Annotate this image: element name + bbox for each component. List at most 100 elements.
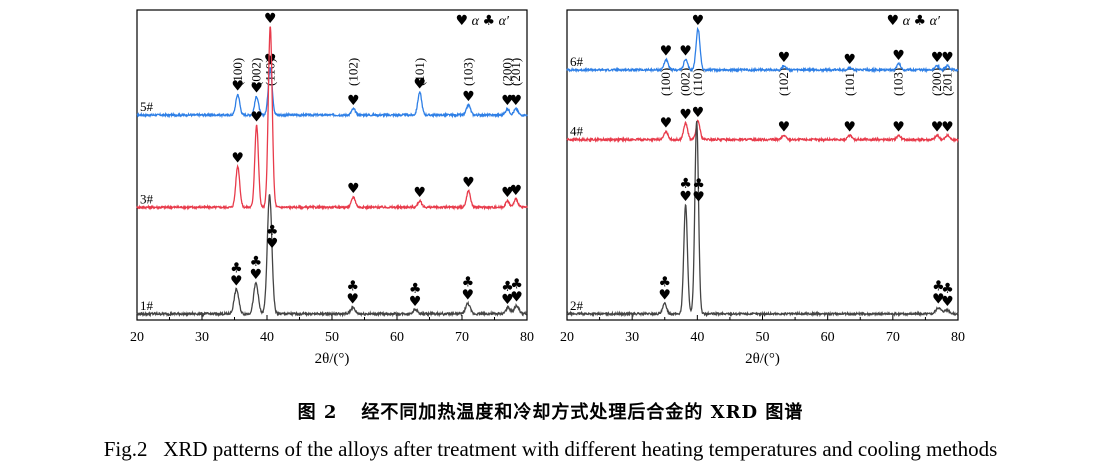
hkl-label: (002): [249, 58, 264, 86]
alpha-prime-marker: ♣: [941, 281, 954, 297]
alpha-marker: ♥: [231, 79, 244, 95]
alpha-marker: ♥: [347, 93, 360, 109]
hkl-label: (103): [461, 58, 476, 86]
legend-alpha-prime-symbol: ♣: [914, 13, 927, 29]
x-tick-label: 80: [951, 330, 965, 345]
x-tick-label: 60: [390, 330, 404, 345]
series-label-1#: 1#: [140, 298, 154, 313]
caption-en-label: Fig.2: [103, 437, 148, 461]
hkl-label: (102): [776, 68, 791, 96]
x-tick-label: 40: [260, 330, 274, 345]
x-tick-label: 50: [756, 330, 770, 345]
alpha-marker: ♥: [931, 120, 944, 136]
alpha-marker: ♥: [501, 185, 514, 201]
x-tick-label: 70: [886, 330, 900, 345]
alpha-marker: ♥: [892, 48, 905, 64]
alpha-marker: ♥: [409, 294, 422, 310]
caption-cn-label: 图 2: [297, 402, 338, 423]
hkl-label: (200): [929, 68, 944, 96]
alpha-marker: ♥: [692, 105, 705, 121]
chart-panel-left: 20 30 40 50 60 70 80 2θ/(°) ♥ α ♣ α′ (100) (002) (1…: [130, 9, 534, 367]
legend: ♥ α ♣ α′: [456, 13, 510, 29]
hkl-label: (201): [508, 58, 523, 86]
alpha-marker: ♥: [941, 120, 954, 136]
series-label-4#: 4#: [570, 124, 584, 139]
alpha-marker: ♥: [264, 52, 277, 68]
alpha-marker: ♥: [510, 93, 523, 109]
legend-alpha-label: α: [899, 14, 913, 29]
alpha-marker: ♥: [347, 292, 360, 308]
x-tick-label: 20: [130, 330, 144, 345]
caption-english: Fig.2 XRD patterns of the alloys after t…: [0, 437, 1101, 462]
alpha-marker: ♥: [462, 175, 475, 191]
alpha-marker: ♥: [778, 120, 791, 136]
x-tick-label: 50: [325, 330, 339, 345]
alpha-marker: ♥: [941, 50, 954, 66]
series-line-3#: [136, 26, 528, 211]
x-axis-label: 2θ/(°): [745, 351, 780, 367]
series-label-2#: 2#: [570, 298, 584, 313]
hkl-label: (200): [500, 58, 515, 86]
legend: ♥ α ♣ α′: [887, 13, 941, 29]
hkl-label: (102): [345, 58, 360, 86]
alpha-marker: ♥: [844, 120, 857, 136]
alpha-prime-marker: ♣: [932, 279, 945, 295]
legend-alpha-symbol: ♥: [887, 13, 900, 29]
alpha-prime-marker: ♣: [347, 279, 360, 295]
alpha-prime-marker: ♣: [230, 260, 243, 276]
alpha-marker: ♥: [510, 183, 523, 199]
series-line-1#: [136, 194, 528, 318]
alpha-marker: ♥: [679, 44, 692, 60]
series-line-2#: [566, 120, 959, 318]
alpha-marker: ♥: [250, 267, 263, 283]
x-tick-label: 20: [560, 330, 574, 345]
alpha-marker: ♥: [510, 290, 523, 306]
alpha-marker: ♥: [264, 11, 277, 27]
hkl-label: (201): [940, 68, 955, 96]
alpha-marker: ♥: [462, 288, 475, 304]
series-label-6#: 6#: [570, 54, 584, 69]
hkl-label: (100): [658, 68, 673, 96]
hkl-label: (100): [230, 58, 245, 86]
x-tick-label: 80: [520, 330, 534, 345]
alpha-marker: ♥: [250, 81, 263, 97]
alpha-marker: ♥: [692, 189, 705, 205]
alpha-prime-marker: ♣: [250, 254, 263, 270]
hkl-label: (002): [678, 68, 693, 96]
hkl-label: (103): [891, 68, 906, 96]
alpha-marker: ♥: [501, 292, 514, 308]
series-line-4#: [566, 119, 959, 144]
legend-alpha-prime-label: α′: [926, 14, 941, 29]
alpha-prime-marker: ♣: [501, 279, 514, 295]
x-tick-label: 30: [195, 330, 209, 345]
alpha-marker: ♥: [413, 185, 426, 201]
hkl-label: (101): [412, 58, 427, 86]
alpha-marker: ♥: [892, 120, 905, 136]
legend-alpha-prime-label: α′: [495, 14, 510, 29]
x-tick-label: 30: [625, 330, 639, 345]
alpha-marker: ♥: [231, 150, 244, 166]
alpha-marker: ♥: [658, 288, 671, 304]
x-tick-label: 40: [690, 330, 704, 345]
series-label-3#: 3#: [140, 191, 154, 206]
x-axis-label: 2θ/(°): [315, 351, 350, 367]
alpha-prime-marker: ♣: [462, 275, 475, 291]
alpha-marker: ♥: [660, 115, 673, 131]
alpha-marker: ♥: [347, 181, 360, 197]
alpha-prime-marker: ♣: [679, 176, 692, 192]
alpha-prime-marker: ♣: [510, 277, 523, 293]
alpha-marker: ♥: [660, 44, 673, 60]
hkl-label: (101): [842, 68, 857, 96]
caption-cn-text: 经不同加热温度和冷却方式处理后合金的 XRD 图谱: [361, 402, 804, 423]
series-line-5#: [136, 67, 528, 119]
hkl-label: (110): [690, 68, 705, 96]
legend-alpha-prime-symbol: ♣: [483, 13, 496, 29]
series-line-6#: [566, 26, 959, 74]
alpha-marker: ♥: [778, 50, 791, 66]
plot-frame: [136, 9, 528, 321]
alpha-prime-marker: ♣: [692, 176, 705, 192]
alpha-marker: ♥: [932, 292, 945, 308]
alpha-marker: ♥: [692, 13, 705, 29]
alpha-marker: ♥: [931, 50, 944, 66]
